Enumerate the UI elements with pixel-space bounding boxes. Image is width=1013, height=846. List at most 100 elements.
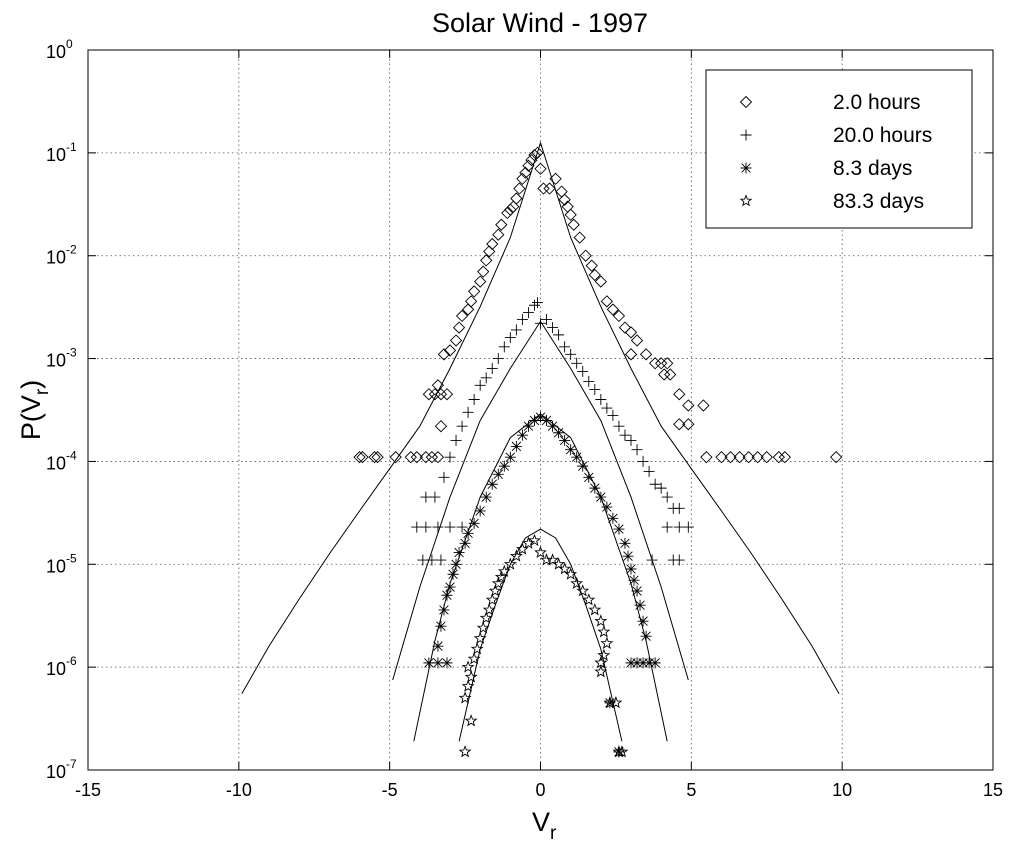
data-point-diamond — [600, 295, 614, 308]
data-point-diamond — [585, 259, 598, 272]
data-point-asterisk — [462, 527, 474, 539]
data-point-diamond — [534, 162, 547, 175]
data-point-diamond — [516, 172, 529, 185]
data-point-plus — [492, 353, 504, 365]
legend-marker-star — [739, 194, 753, 207]
data-point-asterisk — [553, 427, 565, 439]
data-point-diamond — [606, 303, 620, 316]
data-point-asterisk — [480, 491, 492, 503]
data-point-diamond — [630, 334, 644, 347]
data-point-plus — [637, 455, 649, 467]
data-point-diamond — [558, 193, 571, 206]
data-point-star — [488, 584, 502, 597]
data-point-asterisk — [459, 537, 471, 549]
data-point-plus — [589, 384, 601, 396]
data-point-diamond — [772, 451, 785, 464]
data-point-asterisk — [571, 451, 583, 463]
data-point-diamond — [564, 208, 577, 221]
data-point-asterisk — [637, 657, 649, 669]
data-point-diamond — [410, 451, 423, 464]
data-point-asterisk — [619, 537, 631, 549]
data-point-star — [509, 549, 523, 562]
series-diamond — [353, 146, 843, 464]
data-point-asterisk — [441, 589, 453, 601]
data-point-asterisk — [643, 657, 655, 669]
data-point-plus — [516, 313, 528, 325]
data-point-asterisk — [613, 523, 625, 535]
data-point-diamond — [549, 172, 562, 185]
data-point-plus — [450, 434, 462, 446]
data-point-diamond — [437, 348, 451, 361]
data-point-plus — [673, 502, 685, 514]
data-point-diamond — [567, 218, 580, 231]
x-tick-label: -15 — [75, 780, 101, 800]
data-point-diamond — [371, 451, 384, 464]
data-point-diamond — [492, 228, 505, 241]
data-point-star — [470, 642, 484, 655]
data-point-plus — [420, 521, 432, 533]
data-point-star — [582, 593, 596, 606]
data-point-asterisk — [604, 697, 616, 709]
data-point-diamond — [501, 206, 514, 220]
data-point-diamond — [419, 451, 433, 464]
data-point-diamond — [483, 245, 496, 258]
data-point-diamond — [510, 192, 523, 205]
data-point-plus — [682, 521, 694, 533]
x-tick-label: 10 — [832, 780, 852, 800]
data-point-plus — [456, 420, 468, 432]
data-point-diamond — [760, 451, 773, 464]
data-point-diamond — [624, 348, 638, 361]
data-point-diamond — [431, 451, 445, 464]
data-point-plus — [438, 471, 450, 483]
y-tick-base: 10 — [46, 248, 66, 268]
y-tick-base: 10 — [46, 42, 66, 62]
data-point-star — [515, 542, 529, 555]
legend-label: 8.3 days — [833, 157, 912, 180]
y-tick-label: 100 — [46, 37, 73, 62]
data-point-star — [491, 576, 505, 590]
legend-label: 2.0 hours — [833, 91, 921, 114]
data-point-diamond — [531, 146, 544, 159]
data-point-diamond — [507, 200, 520, 213]
data-point-star — [461, 660, 475, 673]
y-tick-base: 10 — [46, 351, 66, 371]
data-point-diamond — [480, 254, 493, 267]
fit-curve — [241, 141, 840, 695]
data-point-diamond — [425, 451, 439, 464]
data-point-diamond — [658, 368, 671, 381]
data-point-plus — [444, 521, 456, 533]
data-point-star — [588, 603, 602, 616]
data-point-star — [615, 745, 629, 758]
data-point-diamond — [612, 309, 626, 323]
data-point-asterisk — [541, 414, 553, 426]
data-point-plus — [462, 406, 474, 418]
y-tick-label: 10-3 — [46, 346, 77, 371]
data-point-star — [609, 696, 623, 709]
data-point-star — [461, 679, 475, 692]
data-point-diamond — [697, 399, 710, 412]
data-point-diamond — [751, 451, 764, 464]
data-point-plus — [541, 313, 553, 325]
chart-title: Solar Wind - 1997 — [432, 8, 648, 38]
data-point-diamond — [513, 182, 526, 195]
x-axis-label-sub: r — [550, 823, 557, 844]
data-point-star — [600, 636, 614, 649]
data-point-diamond — [829, 451, 843, 464]
data-point-star — [552, 557, 566, 570]
data-point-diamond — [486, 237, 499, 251]
data-point-diamond — [537, 182, 550, 195]
data-point-asterisk — [516, 429, 528, 441]
legend: 2.0 hours 20.0 hours 8.3 days 83.3 days — [705, 69, 973, 229]
data-point-diamond — [522, 159, 535, 172]
y-tick-base: 10 — [46, 145, 66, 165]
data-point-plus — [613, 420, 625, 432]
data-point-asterisk — [498, 460, 510, 472]
data-point-asterisk — [435, 620, 447, 632]
data-point-diamond — [528, 149, 541, 162]
data-point-plus — [661, 521, 673, 533]
legend-label: 20.0 hours — [833, 124, 932, 147]
data-points — [353, 146, 843, 758]
data-point-plus — [565, 348, 577, 360]
data-point-diamond — [452, 321, 466, 334]
data-point-plus — [655, 482, 667, 494]
